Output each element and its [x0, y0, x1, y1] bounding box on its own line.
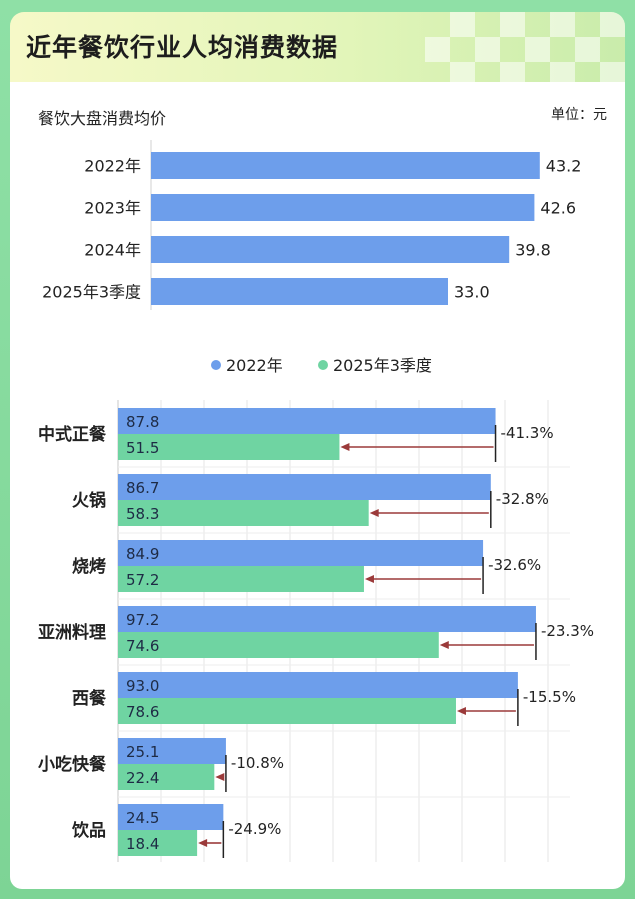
chart1-category-label: 2025年3季度 — [42, 283, 141, 302]
header-banner: 近年餐饮行业人均消费数据 — [10, 12, 625, 82]
legend-label-2025q3: 2025年3季度 — [333, 356, 432, 375]
chart1-bar — [151, 194, 535, 221]
chart2-value-label-2022: 25.1 — [126, 743, 159, 761]
chart1-title: 餐饮大盘消费均价 — [38, 109, 166, 128]
chart2-bar-2025q3 — [118, 500, 369, 526]
chart2-value-label-2022: 93.0 — [126, 677, 159, 695]
chart2-value-label-2022: 86.7 — [126, 479, 159, 497]
chart2-bar-2025q3 — [118, 566, 364, 592]
chart2-bar-2025q3 — [118, 698, 456, 724]
chart2-bar-2025q3 — [118, 632, 439, 658]
chart2-change-label: -15.5% — [523, 688, 576, 706]
chart2-change-label: -23.3% — [541, 622, 594, 640]
chart2-bar-2022 — [118, 606, 536, 632]
chart2-value-label-2025q3: 57.2 — [126, 571, 159, 589]
chart2-bar-2025q3 — [118, 434, 340, 460]
chart2-value-label-2022: 24.5 — [126, 809, 159, 827]
chart1-bar — [151, 236, 510, 263]
chart2-change-arrow-head — [456, 707, 466, 715]
chart1-value-label: 43.2 — [546, 157, 582, 176]
chart2-change-arrow-head — [198, 839, 208, 847]
chart2-change-arrow-head — [215, 773, 225, 781]
charts-svg: 餐饮大盘消费均价 单位：元 2022年 43.2 2023年 42.6 2024年 39.8 2… — [38, 107, 607, 862]
chart2-bar-2022 — [118, 672, 518, 698]
legend-label-2022: 2022年 — [226, 356, 283, 375]
chart2-value-label-2025q3: 51.5 — [126, 439, 159, 457]
checker-decoration — [425, 12, 625, 82]
chart2-change-label: -32.8% — [496, 490, 549, 508]
chart2-category-label: 饮品 — [71, 820, 106, 841]
chart1-category-label: 2023年 — [84, 199, 141, 218]
chart2-category-label: 亚洲料理 — [38, 622, 106, 643]
chart2-value-label-2025q3: 78.6 — [126, 703, 159, 721]
chart2-bar-2022 — [118, 738, 226, 764]
chart2-value-label-2025q3: 22.4 — [126, 769, 159, 787]
chart2-category-label: 中式正餐 — [38, 424, 107, 445]
chart2-value-label-2025q3: 58.3 — [126, 505, 159, 523]
chart2-value-label-2022: 97.2 — [126, 611, 159, 629]
chart1-bar — [151, 152, 540, 179]
chart2-bar-2022 — [118, 804, 224, 830]
page-title: 近年餐饮行业人均消费数据 — [26, 33, 339, 62]
chart1-value-label: 42.6 — [540, 199, 576, 218]
chart2-bar-2022 — [118, 474, 491, 500]
chart2-bar-2022 — [118, 408, 496, 434]
chart1-category-label: 2022年 — [84, 157, 141, 176]
chart2-change-label: -32.6% — [488, 556, 541, 574]
legend-dot-2022 — [211, 360, 221, 370]
chart2-change-arrow-head — [364, 575, 374, 583]
chart2-value-label-2022: 87.8 — [126, 413, 159, 431]
chart2-change-label: -10.8% — [231, 754, 284, 772]
chart2-change-label: -41.3% — [501, 424, 554, 442]
chart2-category-label: 西餐 — [72, 688, 107, 709]
chart2-category-label: 小吃快餐 — [38, 754, 107, 775]
chart2-bar-2025q3 — [118, 764, 215, 790]
chart2-category-label: 烧烤 — [72, 556, 106, 577]
chart2-change-label: -24.9% — [228, 820, 281, 838]
chart2-category-label: 火锅 — [72, 490, 106, 511]
chart1-unit-label: 单位：元 — [551, 107, 607, 123]
chart2-bar-2022 — [118, 540, 484, 566]
chart2-change-arrow-head — [340, 443, 350, 451]
chart1-category-label: 2024年 — [84, 241, 141, 260]
chart2-value-label-2022: 84.9 — [126, 545, 159, 563]
chart-panel: 餐饮大盘消费均价 单位：元 2022年 43.2 2023年 42.6 2024年 39.8 2… — [10, 82, 625, 889]
chart2-bar-2025q3 — [118, 830, 198, 856]
chart1-value-label: 33.0 — [454, 283, 490, 302]
chart2-value-label-2025q3: 18.4 — [126, 835, 159, 853]
chart2-change-arrow-head — [369, 509, 379, 517]
chart2-value-label-2025q3: 74.6 — [126, 637, 159, 655]
chart2-change-arrow-head — [439, 641, 449, 649]
chart1-value-label: 39.8 — [515, 241, 551, 260]
legend-dot-2025q3 — [318, 360, 328, 370]
chart1-bar — [151, 278, 448, 305]
